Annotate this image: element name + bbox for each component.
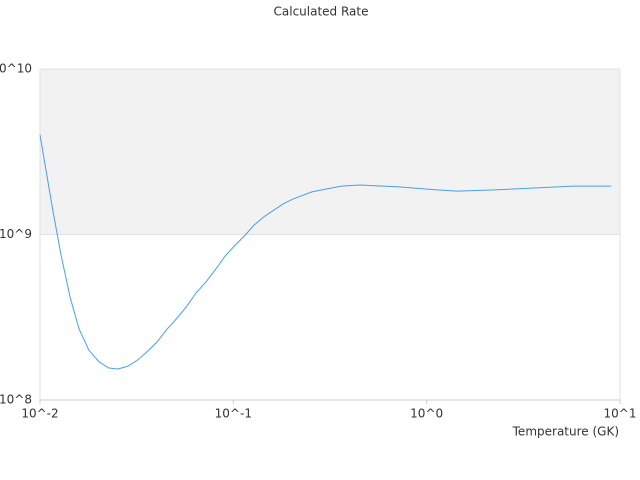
x-axis-label: Temperature (GK) [512,425,619,439]
x-tick-label: 10^-2 [21,407,58,421]
x-tick-label: 10^0 [410,407,443,421]
x-tick-label: 10^1 [604,407,637,421]
y-tick-label: 10^8 [0,393,32,407]
plot-band [40,69,620,235]
x-tick-label: 10^-1 [215,407,252,421]
y-tick-label: 10^9 [0,227,32,241]
data-line [39,134,612,370]
y-tick-label: 10^10 [0,62,32,76]
chart-title: Calculated Rate [274,5,369,19]
